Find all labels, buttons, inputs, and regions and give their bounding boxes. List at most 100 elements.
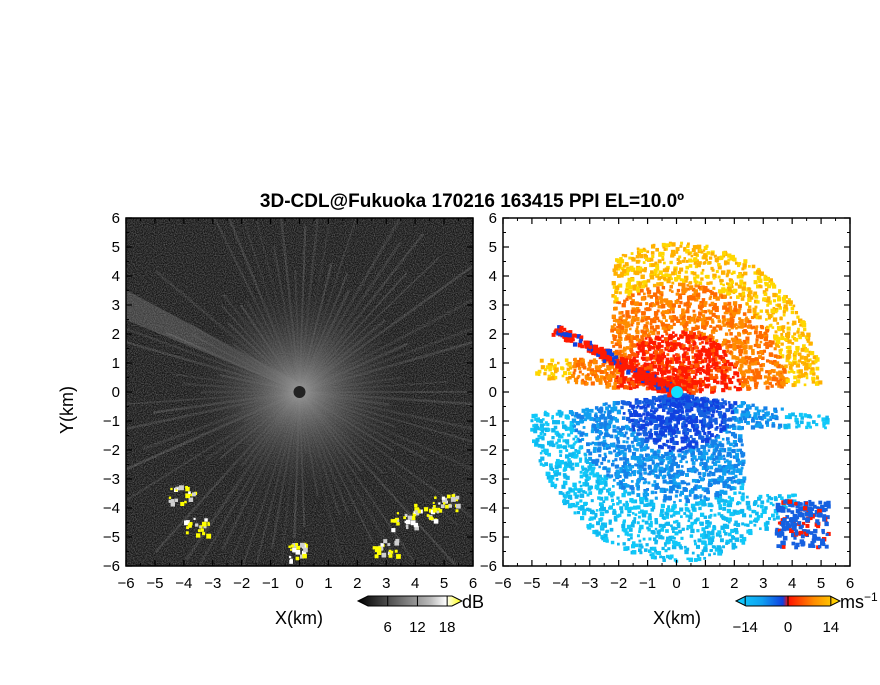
velocity-cell: [545, 421, 548, 424]
echo-cell: [414, 504, 417, 507]
velocity-cell: [738, 304, 742, 308]
velocity-cell: [797, 375, 801, 379]
velocity-cell: [651, 552, 654, 555]
velocity-cell: [718, 512, 721, 515]
velocity-cell: [700, 388, 703, 391]
velocity-cell: [661, 256, 664, 259]
velocity-cell: [578, 439, 582, 443]
velocity-cell: [770, 309, 774, 313]
velocity-cell: [772, 293, 776, 297]
velocity-cell: [588, 377, 592, 381]
velocity-cell: [556, 459, 560, 463]
velocity-cell: [716, 270, 719, 273]
velocity-cell: [756, 325, 759, 328]
velocity-cell: [645, 521, 649, 525]
velocity-cell: [641, 424, 645, 428]
velocity-cell: [690, 534, 693, 537]
velocity-cell: [648, 332, 651, 335]
velocity-cell: [728, 533, 732, 537]
velocity-cell: [615, 465, 619, 469]
xtick-label: −5: [146, 575, 163, 592]
velocity-cell: [718, 412, 722, 416]
velocity-cell: [776, 309, 779, 312]
velocity-cell: [605, 444, 608, 447]
velocity-cell: [604, 453, 607, 456]
velocity-cell: [672, 530, 675, 533]
velocity-cell: [548, 478, 552, 482]
velocity-cell: [604, 483, 608, 487]
velocity-cell: [686, 558, 689, 561]
velocity-cell: [718, 456, 722, 460]
velocity-cell: [660, 396, 663, 399]
velocity-cell: [724, 532, 728, 536]
velocity-cell: [599, 422, 603, 426]
velocity-cell: [666, 279, 670, 283]
velocity-cell: [621, 524, 625, 528]
velocity-cell: [703, 410, 706, 413]
velocity-cell: [613, 269, 616, 272]
velocity-cell: [660, 300, 664, 304]
velocity-cell: [692, 310, 695, 313]
velocity-cell: [652, 472, 655, 475]
velocity-cell: [807, 359, 810, 362]
velocity-cell: [665, 529, 669, 533]
velocity-cell: [796, 316, 799, 319]
velocity-cell: [676, 292, 679, 295]
velocity-cell: [741, 385, 744, 388]
velocity-cell: [535, 442, 538, 445]
velocity-cell: [690, 403, 693, 406]
velocity-cell: [621, 486, 625, 490]
velocity-cell: [685, 473, 689, 477]
velocity-cell: [651, 346, 655, 350]
velocity-cell: [663, 368, 666, 371]
velocity-cell: [676, 354, 679, 357]
velocity-cell: [723, 458, 726, 461]
velocity-cell: [673, 521, 676, 524]
echo-cell: [289, 556, 291, 558]
velocity-cell: [697, 263, 701, 267]
velocity-cell: [736, 480, 739, 483]
velocity-cell: [639, 418, 643, 422]
velocity-cell: [629, 296, 633, 300]
velocity-cell: [768, 517, 771, 520]
velocity-cell: [672, 310, 675, 313]
velocity-cell: [767, 496, 771, 500]
velocity-cell: [737, 420, 740, 423]
velocity-cell: [730, 296, 733, 299]
velocity-cell: [719, 326, 722, 329]
velocity-cell: [604, 455, 607, 458]
xtick-label: −1: [262, 575, 279, 592]
velocity-cell: [579, 370, 582, 373]
velocity-cell: [711, 529, 714, 532]
velocity-cell: [626, 378, 630, 382]
velocity-cell: [668, 326, 671, 329]
velocity-cell: [617, 543, 620, 546]
velocity-cell: [699, 462, 702, 465]
echo-cell: [380, 543, 383, 546]
velocity-cell: [591, 499, 594, 502]
velocity-cell: [702, 383, 705, 386]
velocity-cell: [636, 325, 639, 328]
velocity-cell: [575, 381, 578, 384]
velocity-cell: [565, 500, 569, 504]
velocity-cell: [641, 546, 644, 549]
velocity-cell: [787, 339, 791, 343]
left-yaxis-label: Y(km): [57, 386, 77, 434]
echo-cell: [175, 489, 177, 491]
velocity-cell: [687, 439, 690, 442]
velocity-cell: [735, 361, 738, 364]
echo-cell: [170, 488, 172, 490]
velocity-cell: [733, 308, 737, 312]
velocity-cell: [741, 297, 745, 301]
velocity-cell: [630, 507, 633, 510]
velocity-cell: [685, 508, 689, 512]
velocity-cell: [667, 445, 671, 449]
velocity-cell: [633, 336, 637, 340]
velocity-cell: [668, 364, 671, 367]
velocity-cell: [632, 512, 635, 515]
velocity-cell: [594, 515, 597, 518]
velocity-cell: [624, 254, 627, 257]
velocity-cell: [649, 433, 653, 437]
velocity-cell: [665, 488, 668, 491]
velocity-cell: [575, 463, 579, 467]
